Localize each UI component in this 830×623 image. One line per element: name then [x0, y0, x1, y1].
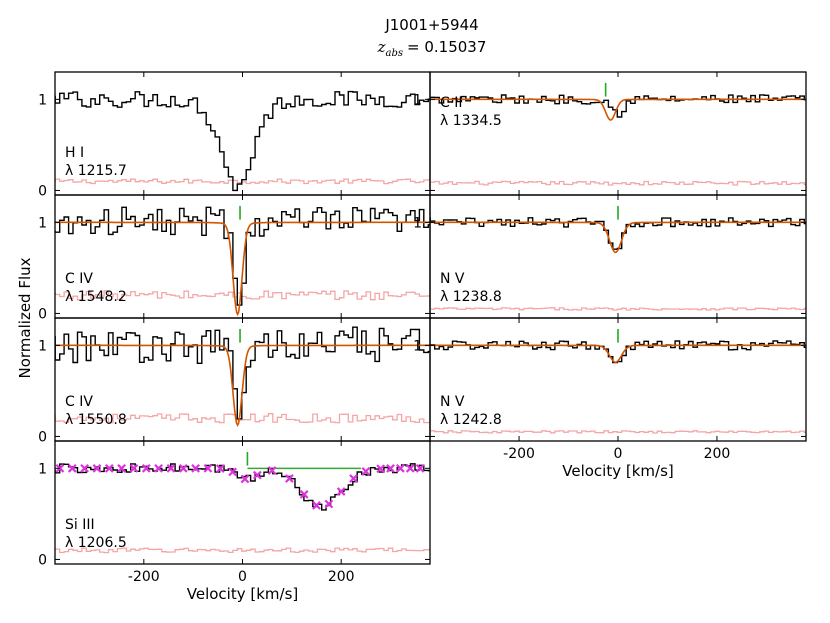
figure-title: J1001+5944	[384, 16, 478, 34]
y-tick-label: 1	[413, 92, 422, 108]
ion-label: Si III	[65, 517, 95, 533]
error-spectrum	[430, 307, 806, 311]
error-spectrum	[430, 180, 806, 186]
mask-marker	[415, 463, 425, 473]
fit-curve	[55, 344, 430, 427]
mask-marker	[141, 463, 151, 473]
fit-curve	[430, 344, 806, 363]
mask-marker	[324, 499, 334, 509]
plot-area	[430, 205, 806, 311]
mask-marker	[240, 474, 250, 484]
panel-CII: 1 C II λ 1334.5	[413, 71, 807, 196]
ion-label: C IV	[65, 394, 93, 410]
x-tick-label: 200	[328, 569, 355, 585]
mask-marker	[405, 463, 415, 473]
x-tick-label: -200	[128, 569, 160, 585]
wavelength-label: λ 1550.8	[65, 412, 127, 428]
error-spectrum	[430, 430, 806, 434]
y-tick-label: 0	[38, 183, 47, 199]
x-tick-label: 200	[704, 446, 731, 462]
mask-marker	[215, 464, 225, 473]
error-spectrum	[55, 547, 430, 554]
plot-area	[55, 90, 430, 192]
y-tick-label: 0	[38, 552, 47, 568]
mask-marker	[67, 463, 77, 473]
mask-marker	[129, 463, 139, 473]
mask-marker	[191, 463, 201, 473]
panel-SiIII: 0 1 -200 0 200 Velocity [km/s] Si III λ 1206.5	[38, 440, 431, 603]
plot-area	[430, 82, 806, 186]
mask-marker	[312, 501, 321, 510]
wavelength-label: λ 1242.8	[440, 412, 502, 428]
plot-area	[55, 205, 430, 317]
wavelength-label: λ 1238.8	[440, 289, 502, 305]
mask-marker	[80, 463, 89, 473]
mask-marker	[386, 464, 395, 473]
x-tick-label: 0	[614, 446, 623, 462]
wavelength-label: λ 1548.2	[65, 289, 127, 305]
plot-area	[55, 326, 430, 427]
panel-HI: 0 1 H I λ 1215.7	[38, 71, 431, 199]
ion-label: N V	[440, 394, 465, 410]
y-tick-label: 1	[38, 461, 47, 477]
y-tick-label: 0	[38, 306, 47, 322]
panels: 0 1 H I λ 1215.7 1 C II λ 1334.5 0 1 C IV λ 1548.2…	[38, 71, 807, 603]
y-tick-label: 1	[413, 338, 422, 354]
x-axis-label: Velocity [km/s]	[187, 585, 298, 603]
x-tick-label: -200	[503, 446, 535, 462]
ion-label: H I	[65, 145, 84, 161]
mask-marker	[267, 466, 277, 475]
y-axis-label: Normalized Flux	[16, 257, 34, 378]
y-tick-label: 1	[413, 215, 422, 231]
mask-marker	[361, 467, 371, 476]
mask-marker	[299, 490, 309, 499]
flux-spectrum	[430, 340, 806, 364]
redshift-label: zabs = 0.15037	[377, 38, 487, 59]
mask-marker	[228, 467, 238, 477]
ion-label: N V	[440, 271, 465, 287]
wavelength-label: λ 1206.5	[65, 535, 127, 551]
mask-marker	[178, 463, 188, 473]
panel-CIV1548: 0 1 C IV λ 1548.2	[38, 194, 431, 322]
y-tick-label: 0	[38, 429, 47, 445]
wavelength-label: λ 1215.7	[65, 163, 127, 179]
mask-marker	[154, 463, 163, 473]
y-tick-label: 1	[38, 215, 47, 231]
plot-area	[55, 451, 430, 554]
y-tick-label: 1	[38, 338, 47, 354]
mask-marker	[104, 463, 114, 473]
panel-CIV1550: 0 1 C IV λ 1550.8	[38, 317, 431, 445]
mask-marker	[166, 463, 176, 473]
mask-marker	[92, 463, 102, 473]
flux-spectrum	[55, 90, 430, 192]
flux-spectrum	[55, 326, 430, 420]
mask-marker	[203, 463, 213, 473]
ion-label: C II	[440, 95, 462, 111]
mask-marker	[252, 470, 262, 480]
panel-frame	[429, 71, 807, 196]
panel-NV1238: 1 N V λ 1238.8	[413, 194, 807, 319]
fit-curve	[430, 98, 806, 121]
mask-marker	[376, 464, 386, 474]
mask-marker	[396, 463, 405, 473]
panel-NV1242: 1 -200 0 200 Velocity [km/s] N V λ 1242.8	[413, 317, 807, 480]
fit-curve	[55, 221, 430, 317]
mask-marker	[336, 487, 346, 496]
ion-label: C IV	[65, 271, 93, 287]
x-axis-label: Velocity [km/s]	[562, 462, 673, 480]
y-tick-label: 1	[38, 92, 47, 108]
mask-marker	[284, 474, 294, 483]
mask-marker	[349, 474, 358, 483]
fit-curve	[430, 221, 806, 254]
wavelength-label: λ 1334.5	[440, 113, 502, 129]
mask-marker	[117, 463, 126, 473]
plot-area	[430, 328, 806, 434]
flux-spectrum	[430, 217, 806, 250]
x-tick-label: 0	[238, 569, 247, 585]
